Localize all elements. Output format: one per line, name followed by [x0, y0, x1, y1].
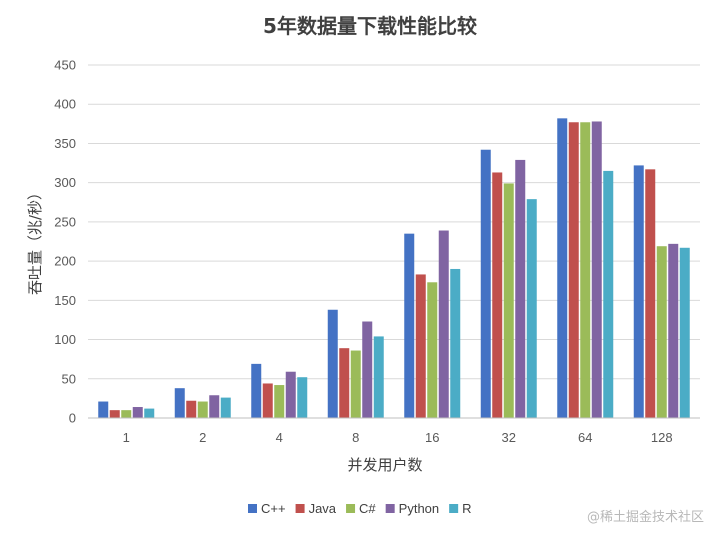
bar-c--1 — [98, 401, 109, 418]
legend-swatch — [385, 504, 395, 513]
bar-r-128 — [679, 247, 690, 418]
bar-python-8 — [362, 321, 373, 418]
bar-python-64 — [591, 121, 602, 418]
bar-r-2 — [220, 397, 231, 418]
bar-c--32 — [480, 149, 491, 418]
legend-label: Java — [309, 501, 337, 516]
legend: C++ Java C# Python R — [248, 501, 472, 516]
legend-label: C++ — [261, 501, 286, 516]
x-tick-label: 8 — [352, 430, 359, 445]
y-tick-label: 300 — [54, 175, 76, 190]
bar-c--64 — [580, 122, 591, 418]
bar-c--8 — [350, 350, 361, 418]
bar-java-4 — [262, 383, 273, 418]
legend-item: C# — [346, 501, 376, 516]
bar-c--128 — [656, 246, 667, 418]
y-tick-label: 450 — [54, 58, 76, 73]
y-tick-label: 50 — [62, 371, 76, 386]
y-tick-label: 100 — [54, 332, 76, 347]
bar-python-2 — [209, 395, 220, 418]
x-tick-label: 64 — [578, 430, 592, 445]
bar-r-8 — [373, 336, 384, 418]
bar-java-32 — [492, 172, 503, 418]
bar-r-64 — [603, 170, 614, 418]
legend-item: Python — [385, 501, 439, 516]
bar-python-1 — [132, 407, 143, 418]
legend-label: C# — [359, 501, 376, 516]
bar-python-128 — [668, 243, 679, 418]
bar-c--64 — [557, 118, 568, 418]
bar-r-32 — [526, 199, 537, 418]
bar-python-4 — [285, 371, 296, 418]
bar-java-128 — [645, 169, 656, 418]
bar-java-1 — [109, 410, 120, 418]
bar-c--4 — [274, 385, 285, 418]
x-tick-label: 4 — [276, 430, 283, 445]
bar-c--8 — [327, 309, 338, 418]
bar-c--2 — [197, 401, 208, 418]
x-tick-label: 16 — [425, 430, 439, 445]
legend-item: C++ — [248, 501, 286, 516]
x-tick-label: 1 — [123, 430, 130, 445]
y-tick-label: 200 — [54, 254, 76, 269]
legend-item: Java — [295, 501, 337, 516]
y-tick-label: 350 — [54, 136, 76, 151]
bar-python-32 — [515, 159, 526, 419]
bar-java-2 — [186, 400, 197, 418]
legend-item: R — [449, 501, 472, 516]
bar-java-8 — [339, 348, 350, 418]
bar-c--1 — [121, 410, 132, 418]
x-tick-label: 32 — [502, 430, 516, 445]
y-tick-label: 400 — [54, 97, 76, 112]
legend-swatch — [248, 504, 257, 513]
x-tick-label: 2 — [199, 430, 206, 445]
legend-swatch — [449, 504, 459, 513]
x-tick-label: 128 — [651, 430, 673, 445]
legend-label: Python — [399, 501, 439, 516]
bar-c--32 — [503, 183, 514, 418]
legend-label: R — [462, 501, 471, 516]
bar-c--4 — [251, 363, 262, 418]
bar-java-64 — [568, 122, 579, 418]
y-tick-label: 0 — [69, 411, 76, 426]
bar-c--2 — [174, 388, 185, 418]
gridlines — [88, 64, 700, 380]
y-axis-ticks: 0 50 100 150 200 250 300 350 400 450 — [54, 58, 76, 426]
bar-java-16 — [415, 274, 426, 418]
legend-swatch — [295, 504, 305, 513]
y-axis-label: 吞吐量（兆/秒） — [26, 185, 44, 295]
chart-title: 5年数据量下载性能比较 — [263, 14, 477, 38]
legend-swatch — [346, 504, 356, 513]
watermark: @稀土掘金技术社区 — [587, 509, 704, 525]
y-tick-label: 250 — [54, 214, 76, 229]
x-axis-label: 并发用户数 — [347, 456, 422, 474]
bars — [98, 118, 690, 419]
bar-c--16 — [427, 282, 438, 418]
bar-r-16 — [450, 268, 461, 418]
bar-r-1 — [144, 408, 155, 418]
bar-python-16 — [438, 230, 449, 418]
x-axis-ticks: 1 2 4 8 16 32 64 128 — [123, 430, 673, 445]
bar-c--128 — [633, 165, 644, 418]
y-tick-label: 150 — [54, 293, 76, 308]
bar-c--16 — [404, 233, 415, 418]
bar-r-4 — [297, 377, 308, 418]
